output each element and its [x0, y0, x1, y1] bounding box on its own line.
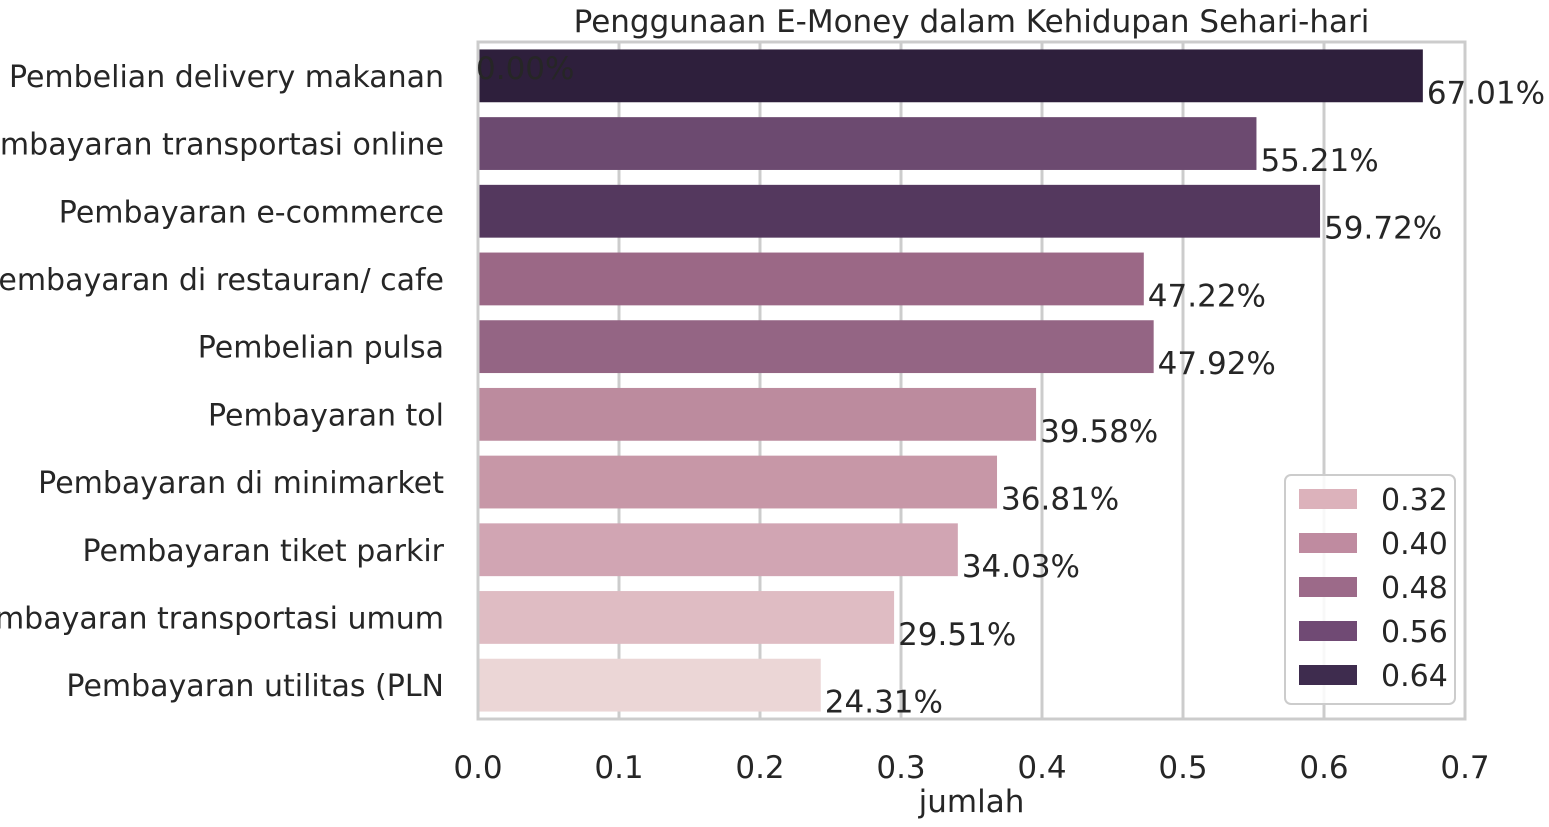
legend-swatch [1299, 489, 1357, 509]
y-tick-label: Pembelian pulsa [198, 331, 444, 366]
x-tick-label: 0.3 [876, 750, 925, 786]
y-tick-labels: Pembelian delivery makanan Pembayaran tra… [0, 60, 445, 704]
bar-label: 39.58% [1040, 414, 1158, 450]
bar [478, 117, 1257, 170]
bar-label: 29.51% [898, 617, 1016, 653]
legend-swatch [1299, 665, 1357, 685]
y-tick-label: Pembayaran transportasi online [0, 128, 444, 163]
plot-frame [476, 40, 1467, 721]
bar-label: 47.92% [1158, 346, 1276, 382]
legend: 0.32 0.40 0.48 0.56 0.64 [1284, 474, 1456, 705]
y-tick-label: Pembelian delivery makanan [9, 60, 444, 95]
x-tick-label: 0.4 [1017, 750, 1066, 786]
bar-label: 47.22% [1148, 278, 1266, 314]
bar [478, 184, 1321, 238]
y-tick-label: Pembayaran transportasi umum [0, 601, 444, 636]
legend-label: 0.40 [1381, 527, 1448, 562]
legend-label: 0.56 [1381, 615, 1448, 650]
legend-frame [1284, 474, 1456, 705]
y-tick-label: Pembayaran utilitas (PLN [66, 669, 444, 704]
bar [478, 387, 1037, 441]
bars [478, 49, 1423, 712]
x-axis-label: jumlah [918, 784, 1025, 820]
legend-swatch [1299, 621, 1357, 641]
x-tick-label: 0.2 [735, 750, 784, 786]
x-tick-label: 0.6 [1299, 750, 1348, 786]
bar [478, 658, 821, 712]
bar [478, 523, 958, 577]
bar-label: 34.03% [962, 549, 1080, 585]
x-tick-label: 0.1 [594, 750, 643, 786]
legend-swatch [1299, 577, 1357, 597]
x-tick-label: 0.5 [1158, 750, 1207, 786]
bar [478, 252, 1144, 306]
bar-label-extra: 0.00% [476, 51, 574, 87]
bar-label: 36.81% [1001, 481, 1119, 517]
chart-title: Penggunaan E-Money dalam Kehidupan Sehar… [574, 4, 1370, 40]
legend-label: 0.48 [1381, 571, 1448, 606]
bar [478, 591, 895, 644]
bar-labels: 67.01% 55.21% 59.72% 47.22% 47.92%39.58% 36.8… [825, 75, 1545, 720]
x-tick-label: 0.7 [1440, 750, 1489, 786]
bar-label: 24.31% [825, 685, 943, 721]
bar-label: 59.72% [1324, 211, 1442, 247]
y-tick-label: Pembayaran tiket parkir [83, 534, 445, 569]
legend-label: 0.32 [1381, 483, 1448, 518]
x-tick-label: 0.0 [453, 750, 502, 786]
legend-label: 0.64 [1381, 659, 1448, 694]
y-tick-label: Pembayaran tol [208, 398, 444, 433]
y-tick-label: Pembayaran e-commerce [59, 195, 444, 230]
bar [478, 455, 998, 509]
bar [478, 320, 1154, 374]
y-tick-label: Pembayaran di restauran/ cafe [0, 263, 444, 298]
bar [478, 49, 1423, 103]
x-tick-labels: 0.0 0.1 0.2 0.3 0.4 0.5 0.6 0.7 [453, 750, 1489, 786]
y-tick-label: Pembayaran di minimarket [38, 466, 444, 501]
bar-label: 67.01% [1427, 75, 1545, 111]
legend-swatch [1299, 533, 1357, 553]
bar-label: 55.21% [1260, 143, 1378, 179]
